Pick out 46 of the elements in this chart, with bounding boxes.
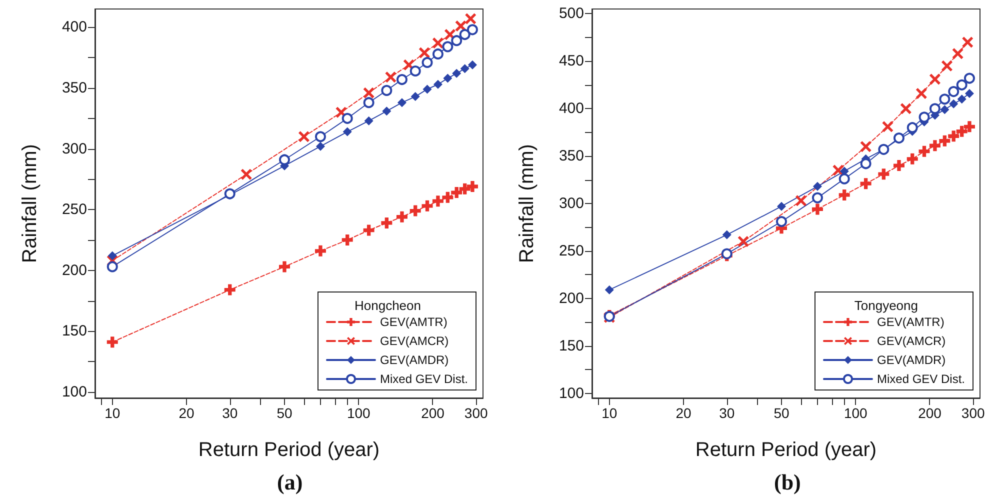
x-tick-label: 50 <box>276 405 292 421</box>
x-tick-label: 30 <box>719 405 735 421</box>
legend-label: Mixed GEV Dist. <box>380 372 468 386</box>
y-tick-label: 250 <box>62 201 87 218</box>
x-tick-label: 10 <box>104 405 120 421</box>
x-tick-label: 200 <box>918 405 942 421</box>
y-tick-label: 300 <box>62 140 87 158</box>
x-tick-label: 20 <box>178 405 194 421</box>
legend-label: GEV(AMCR) <box>876 334 946 348</box>
y-axis-title: Rainfall (mm) <box>516 144 538 263</box>
text: (a) <box>277 470 303 494</box>
y-tick-label: 150 <box>558 337 584 354</box>
x-tick-label: 30 <box>222 405 238 421</box>
x-tick-label: 20 <box>676 405 692 421</box>
x-tick-label: 100 <box>346 405 371 421</box>
y-tick-label: 200 <box>558 290 584 307</box>
y-tick-label: 450 <box>558 52 584 70</box>
text: (b) <box>774 470 801 494</box>
y-tick-label: 100 <box>62 383 87 400</box>
x-tick-label: 200 <box>421 405 445 421</box>
legend-label: Mixed GEV Dist. <box>876 372 966 386</box>
y-tick-label: 350 <box>558 148 584 165</box>
legend-label: GEV(AMTR) <box>876 315 944 329</box>
legend-title: Tongyeong <box>854 298 918 313</box>
y-tick-label: 400 <box>62 18 87 36</box>
x-tick-label: 100 <box>844 405 868 421</box>
legend-title: Hongcheon <box>354 298 421 313</box>
y-tick-label: 200 <box>62 262 87 279</box>
y-tick-label: 250 <box>558 242 584 260</box>
y-tick-label: 400 <box>558 100 584 118</box>
x-tick-label: 300 <box>961 405 985 421</box>
x-tick-label: 50 <box>774 405 790 421</box>
y-tick-label: 350 <box>62 80 87 97</box>
x-tick-label: 10 <box>602 405 618 421</box>
x-axis-title: Return Period (year) <box>198 439 380 461</box>
x-tick-label: 300 <box>464 405 488 421</box>
y-tick-label: 300 <box>558 195 584 212</box>
y-axis-title: Rainfall (mm) <box>19 144 41 263</box>
legend-label: GEV(AMCR) <box>380 334 449 348</box>
legend-label: GEV(AMDR) <box>380 353 449 367</box>
x-axis-title: Return Period (year) <box>695 439 877 461</box>
y-tick-label: 150 <box>62 322 87 340</box>
legend-label: GEV(AMDR) <box>876 353 946 367</box>
y-tick-label: 100 <box>558 384 584 402</box>
legend-label: GEV(AMTR) <box>380 315 448 329</box>
y-tick-label: 500 <box>558 5 584 22</box>
